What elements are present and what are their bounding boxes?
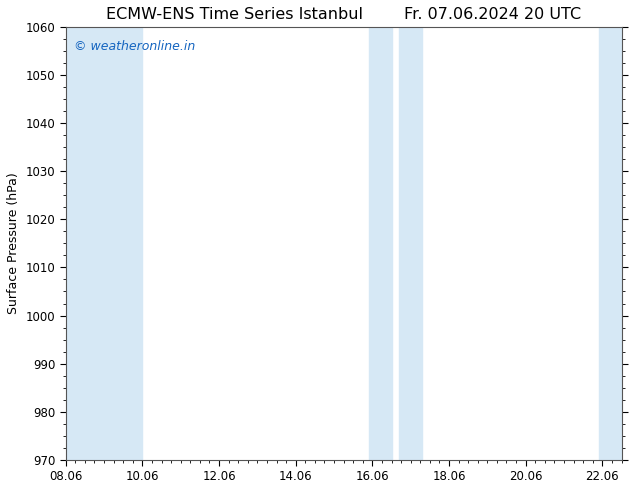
Bar xyxy=(399,27,422,460)
Bar xyxy=(66,27,143,460)
Text: © weatheronline.in: © weatheronline.in xyxy=(74,40,195,53)
Y-axis label: Surface Pressure (hPa): Surface Pressure (hPa) xyxy=(7,172,20,314)
Bar xyxy=(598,27,621,460)
Title: ECMW-ENS Time Series Istanbul        Fr. 07.06.2024 20 UTC: ECMW-ENS Time Series Istanbul Fr. 07.06.… xyxy=(106,7,581,22)
Bar xyxy=(368,27,392,460)
